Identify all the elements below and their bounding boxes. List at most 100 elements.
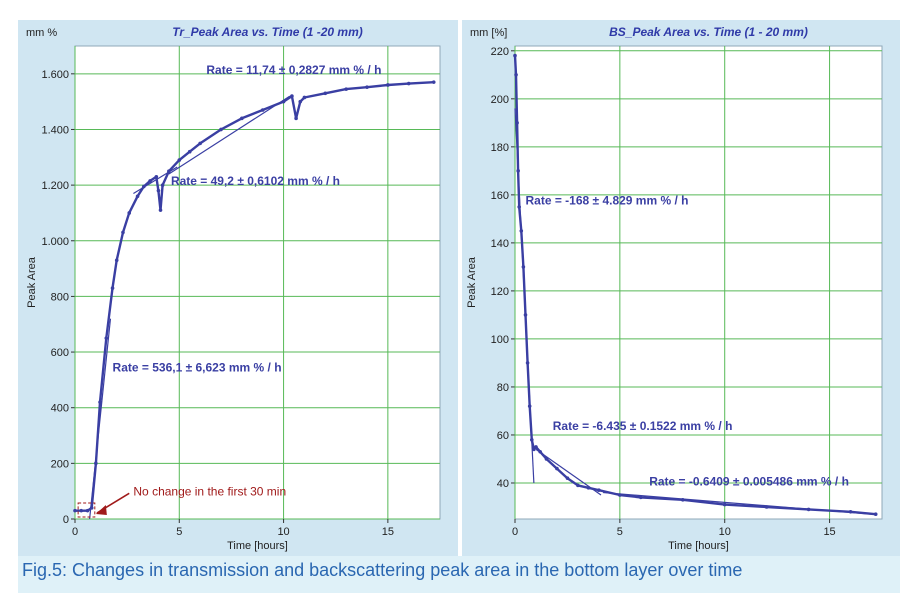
data-point	[722, 502, 727, 507]
data-point	[79, 508, 84, 513]
y-tick-label: 1.600	[41, 69, 69, 81]
data-point	[98, 400, 102, 404]
y-tick-label: 1.000	[41, 236, 69, 248]
data-point	[406, 81, 411, 86]
series-line	[75, 81, 434, 512]
unit-label: mm [%]	[470, 27, 507, 39]
data-point	[555, 466, 559, 471]
data-point	[177, 158, 182, 162]
y-tick-label: 160	[491, 190, 509, 202]
y-tick-label: 600	[51, 347, 69, 359]
plot-area	[74, 45, 441, 520]
trend-line	[133, 166, 178, 194]
y-tick-label: 60	[497, 430, 509, 442]
data-point	[513, 53, 517, 58]
data-point	[154, 174, 159, 179]
callout-arrowhead	[95, 505, 107, 515]
data-point	[127, 211, 132, 215]
trend-line	[89, 318, 112, 520]
data-point	[104, 336, 109, 340]
y-tick-label: 180	[491, 142, 509, 154]
x-axis-label: Time [hours]	[227, 540, 288, 552]
y-tick-label: 1.400	[41, 124, 69, 136]
unit-label: mm %	[26, 27, 57, 39]
data-point	[873, 512, 878, 516]
data-point	[576, 483, 580, 488]
y-tick-label: 40	[497, 478, 509, 490]
y-tick-label: 100	[491, 334, 509, 346]
plot-area	[514, 45, 883, 520]
x-tick-label: 0	[72, 526, 78, 538]
data-point	[121, 230, 125, 235]
y-tick-label: 1.200	[41, 180, 69, 192]
y-tick-label: 120	[491, 286, 509, 298]
x-tick-label: 15	[382, 526, 394, 538]
chart-title: Tr_Peak Area vs. Time (1 -20 mm)	[172, 25, 363, 39]
x-tick-label: 10	[277, 526, 289, 538]
y-tick-label: 200	[51, 458, 69, 470]
data-point	[290, 94, 294, 98]
y-tick-label: 200	[491, 94, 509, 106]
data-point	[240, 116, 244, 121]
data-point	[219, 127, 223, 132]
y-axis-label: Peak Area	[26, 256, 38, 308]
data-point	[148, 179, 152, 183]
data-point	[187, 149, 192, 154]
data-point	[344, 87, 348, 91]
y-axis-label: Peak Area	[466, 256, 478, 308]
y-tick-label: 400	[51, 403, 69, 415]
y-tick-label: 80	[497, 382, 509, 394]
data-point	[565, 476, 570, 480]
data-point	[198, 141, 202, 146]
rate-annotation: Rate = -6.435 ± 0.1522 mm % / h	[553, 419, 733, 433]
chart-title: BS_Peak Area vs. Time (1 - 20 mm)	[609, 25, 808, 39]
data-point	[110, 286, 115, 290]
rate-annotation: Rate = 536,1 ± 6,623 mm % / h	[113, 361, 282, 375]
chart-panel-2: 40 60 80 100 120 140 160 180 200 220 0 5 10 15 BS_Peak…	[462, 20, 900, 556]
y-tick-label: 220	[491, 46, 509, 58]
data-point	[323, 91, 328, 96]
chart-panel-1: 0 200 400 600 800 1.000 1.200 1.400 1.600 0 5 10 15 T…	[18, 20, 458, 556]
data-point	[158, 208, 163, 212]
x-tick-label: 10	[719, 526, 731, 538]
data-point	[534, 445, 538, 449]
data-point	[431, 80, 436, 84]
data-point	[294, 116, 298, 121]
data-point	[85, 508, 90, 513]
trend-line	[603, 491, 872, 515]
x-tick-label: 5	[176, 526, 182, 538]
trend-line	[535, 448, 602, 496]
trend-line	[168, 95, 291, 175]
data-point	[260, 108, 265, 112]
data-point	[597, 488, 601, 492]
data-point	[156, 188, 161, 193]
data-point	[160, 183, 165, 187]
caption-band	[18, 556, 900, 593]
y-tick-label: 140	[491, 238, 509, 250]
data-point	[365, 85, 369, 89]
data-point	[114, 258, 119, 263]
data-point	[386, 83, 390, 87]
x-tick-label: 5	[617, 526, 623, 538]
data-point	[73, 508, 77, 513]
rate-annotation: Rate = -168 ± 4.829 mm % / h	[525, 193, 688, 207]
rate-annotation: Rate = 11,74 ± 0,2827 mm % / h	[206, 63, 381, 77]
trend-line	[514, 108, 535, 484]
x-tick-label: 0	[512, 526, 518, 538]
x-tick-label: 15	[823, 526, 835, 538]
figure-caption: Fig.5: Changes in transmission and backs…	[22, 560, 743, 580]
data-point	[298, 99, 303, 104]
y-tick-label: 800	[51, 291, 69, 303]
y-tick-label: 0	[63, 514, 69, 526]
data-point	[514, 73, 518, 77]
data-point	[639, 495, 643, 500]
data-point	[135, 194, 140, 199]
x-axis-label: Time [hours]	[668, 540, 729, 552]
data-point	[302, 95, 307, 100]
callout-text: No change in the first 30 min	[133, 484, 286, 498]
rate-annotation: Rate = -0.6409 ± 0.005486 mm % / h	[649, 474, 849, 488]
data-point	[532, 447, 536, 452]
rate-annotation: Rate = 49,2 ± 0,6102 mm % / h	[171, 174, 340, 188]
